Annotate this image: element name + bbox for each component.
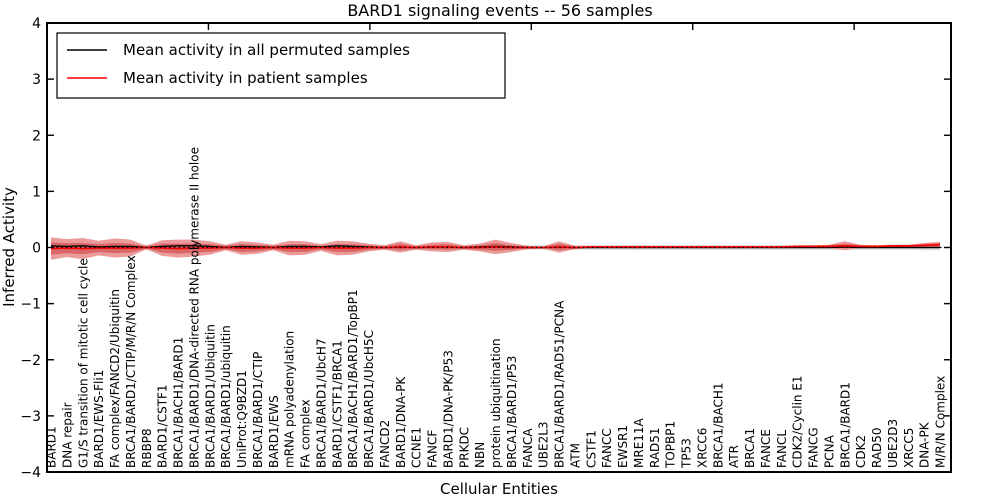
x-tick-label: XRCC5 xyxy=(902,428,916,468)
x-tick-label: mRNA polyadenylation xyxy=(283,331,297,468)
x-tick-label: CCNE1 xyxy=(410,427,424,468)
x-tick-label: BARD1/CSTF1 xyxy=(156,384,170,468)
x-axis-label: Cellular Entities xyxy=(440,480,558,498)
x-tick-label: ATM xyxy=(568,443,582,468)
x-tick-label: BARD1/EWS xyxy=(267,395,281,468)
x-tick-label: BRCA1/BARD1/CTIP/M/R/N Complex xyxy=(124,255,138,468)
x-tick-label: BARD1/EWS-Fli1 xyxy=(92,370,106,468)
x-tick-label: FANCA xyxy=(521,428,535,468)
x-tick-label: MRE11A xyxy=(632,417,646,468)
x-tick-label: FANCL xyxy=(775,430,789,468)
x-tick-label: BRCA1/BACH1/BARD1 xyxy=(172,337,186,468)
x-tick-label: FA complex/FANCD2/Ubiquitin xyxy=(108,289,122,468)
x-tick-label: FANCC xyxy=(600,428,614,468)
x-tick-label: BRCA1/BARD1/DNA-directed RNA polymerase … xyxy=(187,147,201,468)
y-tick-label: 2 xyxy=(32,128,41,144)
axis-ticks: 4 3 2 1 0 −1 −2 −3 −4 xyxy=(20,16,951,481)
x-tick-label: ATR xyxy=(727,445,741,468)
x-tick-label: FANCE xyxy=(759,429,773,468)
x-tick-label: UniProt:Q9BZD1 xyxy=(235,370,249,468)
x-tick-label: FANCD2 xyxy=(378,420,392,468)
x-tick-label: RAD51 xyxy=(648,427,662,468)
x-tick-label: G1/S transition of mitotic cell cycle xyxy=(76,258,90,468)
legend-label-permuted: Mean activity in all permuted samples xyxy=(123,41,410,59)
legend: Mean activity in all permuted samples Me… xyxy=(56,32,506,99)
x-tick-label: TOPBP1 xyxy=(664,421,678,469)
y-tick-label: 4 xyxy=(32,16,41,32)
x-tick-labels: BARD1 DNA repair G1/S transition of mitoti… xyxy=(45,147,948,469)
x-tick-label: BRCA1/BARD1/Ubiquitin xyxy=(203,324,217,468)
y-tick-label: −3 xyxy=(20,409,41,425)
x-tick-label: CSTF1 xyxy=(584,430,598,468)
chart-title: BARD1 signaling events -- 56 samples xyxy=(347,1,652,20)
y-tick-label: −1 xyxy=(20,297,41,313)
axes-box xyxy=(46,22,952,473)
x-tick-label: FANCF xyxy=(426,430,440,468)
x-tick-label: BRCA1/BARD1 xyxy=(838,382,852,468)
x-tick-label: UBE2L3 xyxy=(537,421,551,468)
x-tick-label: DNA repair xyxy=(60,402,74,468)
x-tick-label: CDK2/Cyclin E1 xyxy=(791,375,805,468)
x-tick-label: EWSR1 xyxy=(616,425,630,468)
x-tick-label: DNA-PK xyxy=(918,421,932,468)
patient-samples-std-band-inner xyxy=(51,242,940,255)
x-tick-label: BRCA1/BARD1/RAD51/PCNA xyxy=(553,300,567,468)
x-tick-label: BRCA1/BARD1/P53 xyxy=(505,356,519,468)
x-tick-label: BARD1/CSTF1/BRCA1 xyxy=(330,340,344,468)
x-tick-label: BRCA1/BARD1/UbcH5C xyxy=(362,330,376,468)
x-tick-label: BRCA1/BARD1/ubiquitin xyxy=(219,325,233,468)
x-tick-label: RBBP8 xyxy=(140,428,154,468)
series-line-1 xyxy=(50,243,941,250)
x-tick-label: TP53 xyxy=(680,438,694,469)
x-tick-label: BRCA1/BARD1/CTIP xyxy=(251,352,265,468)
x-tick-label: protein ubiquitination xyxy=(489,338,503,468)
x-tick-label: BRCA1/BACH1 xyxy=(711,382,725,468)
y-tick-label: −4 xyxy=(20,465,41,481)
x-tick-label: BRCA1/BARD1/UbcH7 xyxy=(314,338,328,468)
x-tick-label: BRCA1 xyxy=(743,428,757,468)
x-tick-label: FANCG xyxy=(807,427,821,468)
y-tick-label: −2 xyxy=(20,353,41,369)
legend-label-patient: Mean activity in patient samples xyxy=(123,69,368,87)
legend-box xyxy=(56,32,506,99)
x-tick-label: BARD1/DNA-PK/P53 xyxy=(441,350,455,468)
y-tick-label: 1 xyxy=(32,184,41,200)
x-tick-label: M/R/N Complex xyxy=(934,376,948,468)
x-tick-label: CDK2 xyxy=(854,435,868,468)
x-tick-label: FA complex xyxy=(299,399,313,468)
y-tick-label: 0 xyxy=(32,241,41,257)
y-axis-label: Inferred Activity xyxy=(0,187,18,307)
y-tick-label: 3 xyxy=(32,72,41,88)
x-tick-label: PCNA xyxy=(822,434,836,468)
x-tick-label: RAD50 xyxy=(870,427,884,468)
x-tick-label: PRKDC xyxy=(457,427,471,468)
x-tick-label: UBE2D3 xyxy=(886,419,900,468)
x-tick-label: NBN xyxy=(473,442,487,468)
x-tick-label: XRCC6 xyxy=(695,428,709,468)
series-lines xyxy=(50,243,941,250)
x-tick-label: BARD1/DNA-PK xyxy=(394,376,408,468)
x-tick-label: BRCA1/BACH1/BARD1/TopBP1 xyxy=(346,289,360,468)
